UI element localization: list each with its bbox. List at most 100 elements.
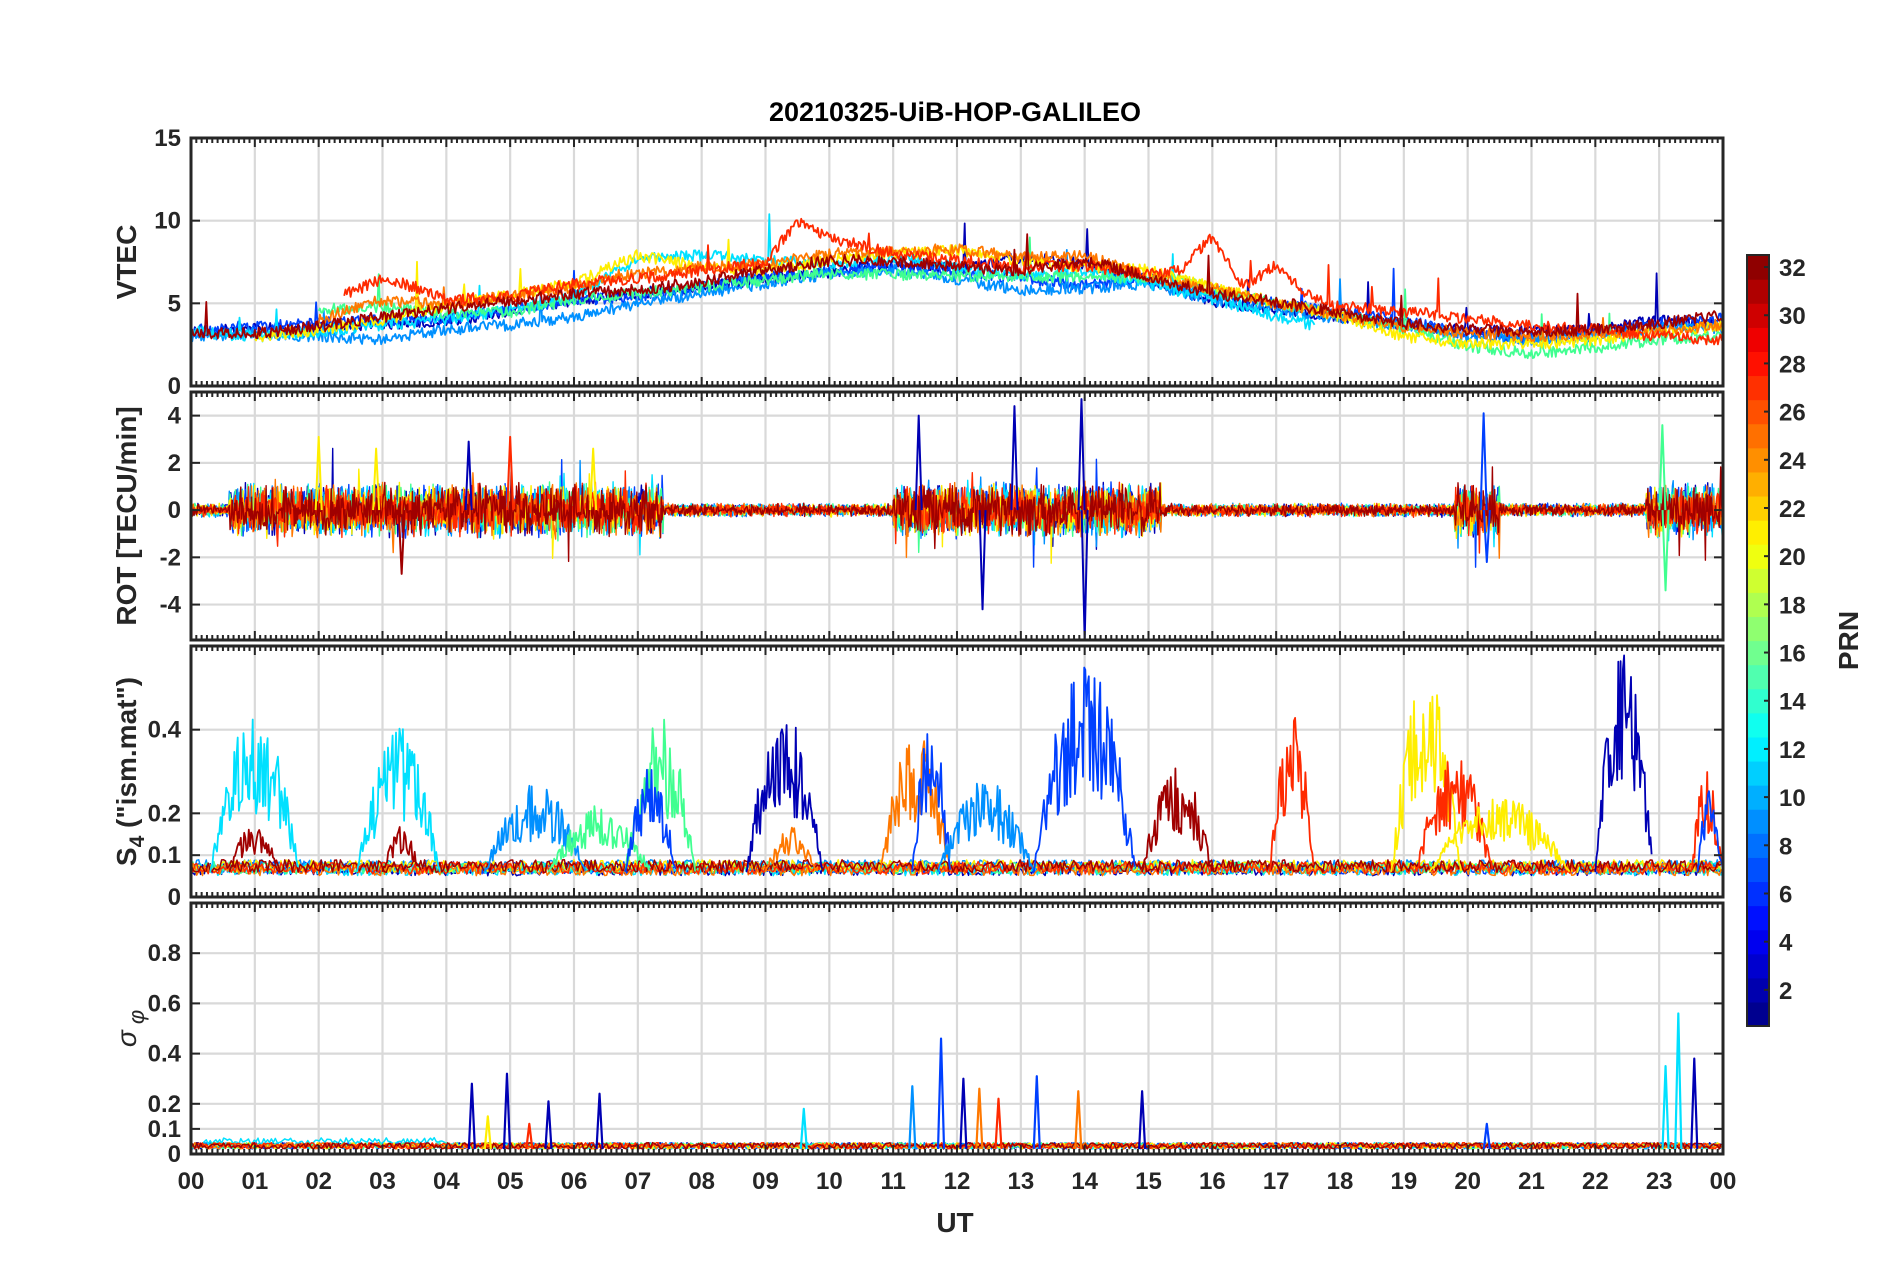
colorbar-segment (1747, 568, 1769, 593)
s4-burst (624, 768, 677, 873)
colorbar-segment (1747, 640, 1769, 666)
colorbar-segment (1747, 423, 1769, 449)
y-ticks (191, 414, 1723, 606)
sigma-spike (994, 1097, 1003, 1150)
y-tick-label: 5 (168, 290, 181, 317)
x-tick-label: 05 (497, 1168, 524, 1195)
s4-burst (1032, 666, 1136, 873)
colorbar-tick-label: 2 (1779, 978, 1792, 1005)
x-tick-label: 19 (1390, 1168, 1417, 1195)
colorbar-segment (1747, 736, 1769, 762)
colorbar-tick-label: 28 (1779, 351, 1806, 378)
gridlines (191, 903, 1723, 1154)
rot-spike (1661, 510, 1670, 592)
series-group (191, 213, 1723, 360)
sigma-spike (1690, 1057, 1699, 1150)
colorbar-segment (1747, 881, 1769, 907)
rot-spike (1658, 424, 1667, 511)
x-ticks (190, 903, 1724, 1154)
panel-rot: -4 -2 0 2 4 ROT [TECU/min] (111, 390, 1725, 642)
x-ticks (190, 646, 1724, 897)
colorbar-segment (1747, 712, 1769, 738)
sigma-spike (908, 1085, 917, 1150)
sigma-spike (1674, 1012, 1683, 1150)
colorbar-tick-label: 16 (1779, 641, 1806, 668)
s4-burst (1415, 760, 1494, 873)
sigma-spike (1138, 1090, 1147, 1150)
colorbar-segment (1747, 255, 1769, 280)
x-tick-label: 22 (1582, 1168, 1609, 1195)
rot-noise-line-8 (191, 466, 1723, 563)
rot-spike (1077, 398, 1086, 511)
x-tick-label: 11 (880, 1168, 905, 1195)
x-tick-label: 13 (1007, 1168, 1034, 1195)
s4-burst (483, 784, 587, 873)
rot-spike (397, 510, 406, 575)
rot-spike (1479, 412, 1488, 511)
colorbar-segment (1747, 279, 1769, 304)
y-ticks (191, 137, 1723, 387)
y-ticks (191, 728, 1723, 898)
colorbar-segment (1747, 857, 1769, 883)
colorbar-segment (1747, 760, 1769, 786)
s4-baseline-line-8 (191, 859, 1722, 874)
colorbar-tick-label: 20 (1779, 544, 1806, 571)
colorbar-tick-label: 24 (1779, 448, 1806, 475)
y-axis-label-subscript: 4 (126, 835, 149, 847)
vtec-line-prn-8 (191, 249, 1723, 346)
y-axis-label-sigma_phi: σ φ (111, 1010, 149, 1047)
x-tick-label: 14 (1071, 1168, 1098, 1195)
y-axis-label-s4: S4 ("ism.mat") (111, 677, 149, 866)
colorbar-segment (1747, 375, 1769, 401)
rot-spike (1080, 510, 1089, 640)
colorbar-tick-label: 18 (1779, 592, 1806, 619)
x-axis-label: UT (936, 1207, 973, 1238)
rot-spike (1482, 510, 1491, 564)
x-tick-label: 01 (241, 1168, 268, 1195)
sigma-spike (975, 1087, 984, 1150)
colorbar-segment (1747, 905, 1769, 931)
colorbar-segment (1747, 520, 1769, 545)
x-ticks (190, 138, 1724, 386)
s4-burst (228, 828, 281, 873)
rot-spike (978, 510, 987, 611)
sigma-spike (502, 1072, 512, 1150)
colorbar-segment (1747, 447, 1769, 473)
x-tick-label: 02 (305, 1168, 332, 1195)
x-tick-label: 18 (1327, 1168, 1354, 1195)
colorbar-segment (1747, 809, 1769, 834)
gridlines (191, 646, 1723, 897)
y-tick-label: 0.6 (148, 990, 181, 1017)
sigma-spike (483, 1115, 492, 1150)
rot-spike (314, 435, 323, 511)
s4-burst (1428, 798, 1571, 873)
y-tick-label: 0.4 (148, 717, 182, 744)
x-tick-label: 08 (688, 1168, 715, 1195)
y-tick-label: 0.8 (148, 940, 181, 967)
y-axis-label-vtec: VTEC (111, 225, 142, 300)
y-axis-label-main: σ (111, 1029, 142, 1047)
s4-burst (356, 727, 441, 873)
sigma-spike (544, 1100, 553, 1150)
colorbar-segment (1747, 929, 1769, 955)
colorbar-segment (1747, 785, 1769, 810)
y-axis-label-subscript: φ (124, 1010, 149, 1030)
s4-burst (1141, 767, 1214, 873)
colorbar-segment (1747, 495, 1769, 521)
y-tick-label: 2 (168, 450, 181, 477)
y-tick-label: 0 (168, 1141, 181, 1168)
y-tick-label: 0.4 (148, 1041, 182, 1068)
sigma-spike (936, 1037, 946, 1150)
y-ticks (191, 952, 1723, 1155)
y-tick-label: 0.1 (148, 1116, 181, 1143)
colorbar-tick-label: 4 (1779, 930, 1793, 957)
x-ticks (190, 392, 1724, 640)
x-tick-label: 04 (433, 1168, 460, 1195)
s4-burst (1268, 717, 1315, 873)
x-tick-label: 07 (624, 1168, 651, 1195)
x-tick-label: 03 (369, 1168, 396, 1195)
s4-burst (911, 733, 952, 872)
colorbar-segment (1747, 688, 1769, 714)
